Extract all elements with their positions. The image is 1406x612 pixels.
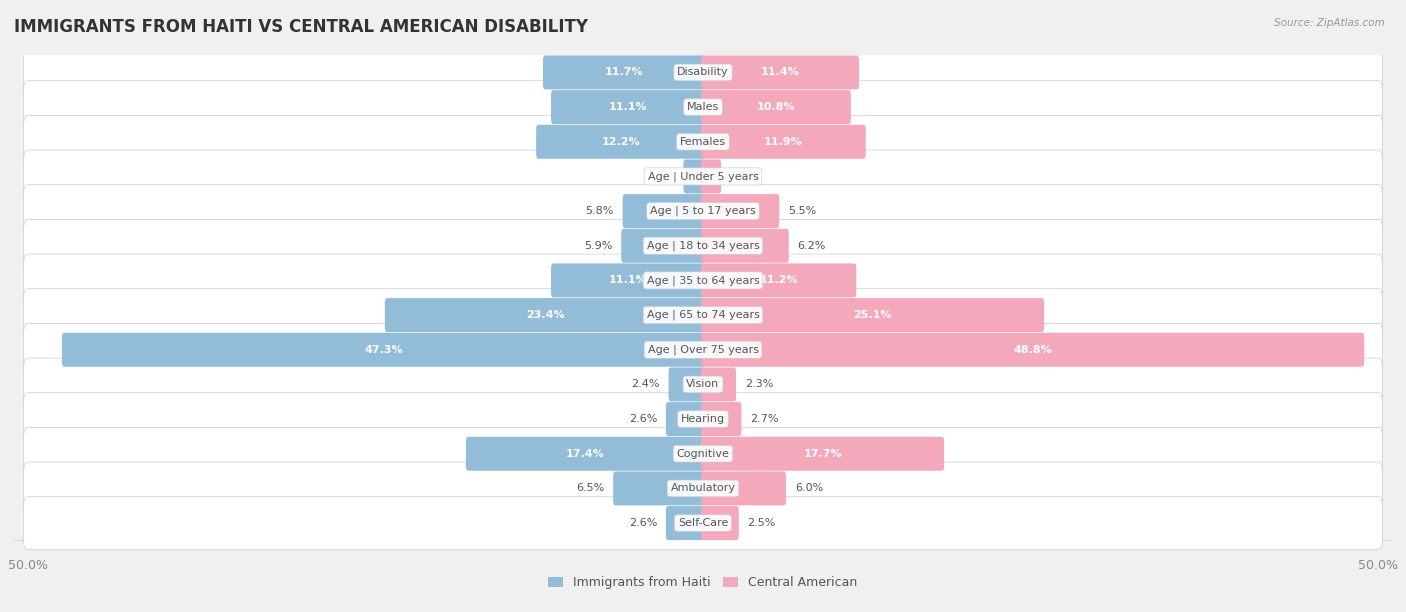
Text: 11.9%: 11.9% xyxy=(763,136,803,147)
FancyBboxPatch shape xyxy=(683,159,704,193)
FancyBboxPatch shape xyxy=(536,125,704,159)
Text: IMMIGRANTS FROM HAITI VS CENTRAL AMERICAN DISABILITY: IMMIGRANTS FROM HAITI VS CENTRAL AMERICA… xyxy=(14,18,588,36)
FancyBboxPatch shape xyxy=(702,437,945,471)
FancyBboxPatch shape xyxy=(702,333,1364,367)
Text: Age | 5 to 17 years: Age | 5 to 17 years xyxy=(650,206,756,216)
FancyBboxPatch shape xyxy=(669,367,704,401)
Text: 2.5%: 2.5% xyxy=(748,518,776,528)
FancyBboxPatch shape xyxy=(24,393,1382,446)
Text: 5.5%: 5.5% xyxy=(789,206,817,216)
Text: Age | Under 5 years: Age | Under 5 years xyxy=(648,171,758,182)
Text: 2.3%: 2.3% xyxy=(745,379,773,389)
FancyBboxPatch shape xyxy=(702,506,738,540)
Text: 11.4%: 11.4% xyxy=(761,67,800,77)
FancyBboxPatch shape xyxy=(24,254,1382,307)
FancyBboxPatch shape xyxy=(24,323,1382,376)
FancyBboxPatch shape xyxy=(24,150,1382,203)
Text: Females: Females xyxy=(681,136,725,147)
Text: 1.2%: 1.2% xyxy=(730,171,758,181)
FancyBboxPatch shape xyxy=(702,471,786,506)
Text: 11.1%: 11.1% xyxy=(609,102,647,112)
Text: 6.5%: 6.5% xyxy=(576,483,605,493)
Text: 5.9%: 5.9% xyxy=(583,241,613,251)
Text: Males: Males xyxy=(688,102,718,112)
FancyBboxPatch shape xyxy=(62,333,704,367)
Text: Self-Care: Self-Care xyxy=(678,518,728,528)
FancyBboxPatch shape xyxy=(24,289,1382,341)
Text: Hearing: Hearing xyxy=(681,414,725,424)
FancyBboxPatch shape xyxy=(702,56,859,89)
FancyBboxPatch shape xyxy=(24,185,1382,237)
FancyBboxPatch shape xyxy=(702,229,789,263)
FancyBboxPatch shape xyxy=(24,497,1382,550)
FancyBboxPatch shape xyxy=(702,402,741,436)
Text: Source: ZipAtlas.com: Source: ZipAtlas.com xyxy=(1274,18,1385,28)
Text: 2.7%: 2.7% xyxy=(751,414,779,424)
FancyBboxPatch shape xyxy=(543,56,704,89)
FancyBboxPatch shape xyxy=(24,219,1382,272)
FancyBboxPatch shape xyxy=(24,46,1382,99)
Text: 12.2%: 12.2% xyxy=(602,136,640,147)
FancyBboxPatch shape xyxy=(385,298,704,332)
Text: 6.2%: 6.2% xyxy=(797,241,825,251)
FancyBboxPatch shape xyxy=(702,159,721,193)
Text: 11.7%: 11.7% xyxy=(605,67,644,77)
FancyBboxPatch shape xyxy=(702,90,851,124)
Text: 25.1%: 25.1% xyxy=(853,310,891,320)
FancyBboxPatch shape xyxy=(551,263,704,297)
Text: 2.6%: 2.6% xyxy=(628,414,657,424)
FancyBboxPatch shape xyxy=(24,81,1382,133)
Text: 2.6%: 2.6% xyxy=(628,518,657,528)
FancyBboxPatch shape xyxy=(24,116,1382,168)
Text: Age | Over 75 years: Age | Over 75 years xyxy=(648,345,758,355)
FancyBboxPatch shape xyxy=(702,298,1045,332)
Text: Disability: Disability xyxy=(678,67,728,77)
FancyBboxPatch shape xyxy=(702,263,856,297)
Text: Cognitive: Cognitive xyxy=(676,449,730,459)
Text: Age | 65 to 74 years: Age | 65 to 74 years xyxy=(647,310,759,320)
Text: 10.8%: 10.8% xyxy=(756,102,796,112)
Text: 11.1%: 11.1% xyxy=(609,275,647,285)
Text: 17.4%: 17.4% xyxy=(567,449,605,459)
Text: Age | 18 to 34 years: Age | 18 to 34 years xyxy=(647,241,759,251)
Text: 17.7%: 17.7% xyxy=(803,449,842,459)
Text: 47.3%: 47.3% xyxy=(364,345,404,355)
FancyBboxPatch shape xyxy=(702,367,737,401)
FancyBboxPatch shape xyxy=(465,437,704,471)
FancyBboxPatch shape xyxy=(621,229,704,263)
Text: 5.8%: 5.8% xyxy=(585,206,614,216)
Text: 11.2%: 11.2% xyxy=(759,275,799,285)
Text: Age | 35 to 64 years: Age | 35 to 64 years xyxy=(647,275,759,286)
FancyBboxPatch shape xyxy=(551,90,704,124)
Text: 48.8%: 48.8% xyxy=(1014,345,1052,355)
Legend: Immigrants from Haiti, Central American: Immigrants from Haiti, Central American xyxy=(548,576,858,589)
Text: Ambulatory: Ambulatory xyxy=(671,483,735,493)
Text: Vision: Vision xyxy=(686,379,720,389)
Text: 2.4%: 2.4% xyxy=(631,379,659,389)
Text: 6.0%: 6.0% xyxy=(794,483,823,493)
FancyBboxPatch shape xyxy=(666,402,704,436)
FancyBboxPatch shape xyxy=(702,194,779,228)
FancyBboxPatch shape xyxy=(666,506,704,540)
FancyBboxPatch shape xyxy=(24,462,1382,515)
FancyBboxPatch shape xyxy=(623,194,704,228)
Text: 1.3%: 1.3% xyxy=(647,171,675,181)
FancyBboxPatch shape xyxy=(24,427,1382,480)
Text: 23.4%: 23.4% xyxy=(526,310,564,320)
FancyBboxPatch shape xyxy=(24,358,1382,411)
FancyBboxPatch shape xyxy=(702,125,866,159)
FancyBboxPatch shape xyxy=(613,471,704,506)
